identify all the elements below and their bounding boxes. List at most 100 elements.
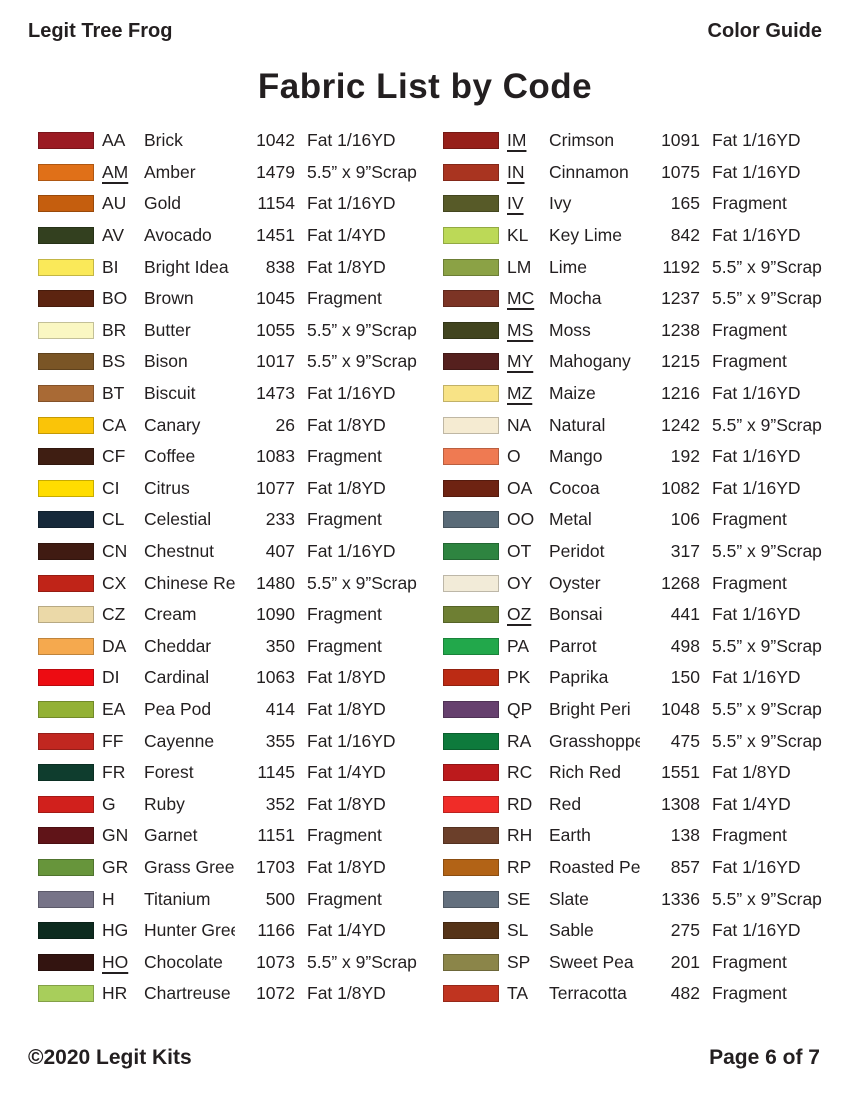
fabric-code: CZ	[102, 604, 126, 625]
fabric-number: 352	[265, 793, 295, 814]
color-swatch	[38, 890, 94, 908]
fabric-name: Garnet	[144, 825, 198, 846]
fabric-number: 1045	[256, 288, 295, 309]
fabric-code: EA	[102, 698, 126, 719]
fabric-size: Fat 1/16YD	[712, 383, 801, 404]
fabric-size: Fat 1/16YD	[307, 193, 396, 214]
fabric-name: Lime	[549, 256, 587, 277]
fabric-code: LM	[507, 256, 532, 277]
color-swatch	[38, 669, 94, 687]
color-swatch	[443, 953, 499, 971]
color-swatch	[443, 511, 499, 529]
fabric-number: 1151	[257, 825, 295, 846]
fabric-number: 407	[265, 541, 295, 562]
fabric-row: BS Bison 1017 5.5” x 9”Scrap	[38, 346, 417, 378]
fabric-size: Fat 1/16YD	[712, 130, 801, 151]
color-swatch	[443, 637, 499, 655]
fabric-code: OA	[507, 477, 533, 498]
fabric-row: CA Canary 26 Fat 1/8YD	[38, 409, 417, 441]
guide-label: Color Guide	[707, 20, 822, 42]
fabric-row: AU Gold 1154 Fat 1/16YD	[38, 188, 417, 220]
fabric-row: H Titanium 500 Fragment	[38, 883, 417, 915]
color-swatch	[38, 511, 94, 529]
fabric-size: Fat 1/8YD	[307, 256, 386, 277]
fabric-code: OO	[507, 509, 535, 530]
fabric-code: BS	[102, 351, 126, 372]
fabric-code: MC	[507, 288, 535, 309]
fabric-code: MZ	[507, 383, 533, 404]
fabric-code: G	[102, 793, 116, 814]
fabric-name: Moss	[549, 319, 591, 340]
color-swatch	[38, 385, 94, 403]
fabric-size: Fat 1/8YD	[307, 856, 386, 877]
color-swatch	[443, 985, 499, 1003]
fabric-number: 192	[670, 446, 700, 467]
fabric-code: OT	[507, 541, 532, 562]
color-swatch	[443, 385, 499, 403]
fabric-code: GN	[102, 825, 129, 846]
fabric-name: Forest	[144, 762, 194, 783]
fabric-name: Butter	[144, 319, 191, 340]
color-swatch	[38, 985, 94, 1003]
color-swatch	[38, 321, 94, 339]
fabric-size: Fat 1/4YD	[307, 920, 386, 941]
color-swatch	[443, 858, 499, 876]
fabric-row: CI Citrus 1077 Fat 1/8YD	[38, 473, 417, 505]
fabric-size: 5.5” x 9”Scrap	[712, 635, 822, 656]
fabric-number: 275	[670, 920, 700, 941]
fabric-size: Fat 1/8YD	[307, 414, 386, 435]
fabric-size: 5.5” x 9”Scrap	[307, 572, 417, 593]
fabric-row: DI Cardinal 1063 Fat 1/8YD	[38, 662, 417, 694]
fabric-code: RC	[507, 762, 533, 783]
fabric-code: H	[102, 888, 115, 909]
fabric-code: SP	[507, 951, 531, 972]
fabric-number: 1072	[256, 983, 295, 1004]
color-swatch	[38, 132, 94, 150]
fabric-number: 1090	[256, 604, 295, 625]
fabric-code: IV	[507, 193, 524, 214]
color-swatch	[443, 574, 499, 592]
color-swatch	[443, 416, 499, 434]
fabric-size: Fat 1/4YD	[307, 762, 386, 783]
color-swatch	[443, 479, 499, 497]
page-number: Page 6 of 7	[709, 1046, 820, 1069]
color-swatch	[38, 827, 94, 845]
fabric-code: TA	[507, 983, 529, 1004]
fabric-code: CX	[102, 572, 127, 593]
fabric-number: 1336	[661, 888, 700, 909]
color-swatch	[38, 732, 94, 750]
fabric-row: CN Chestnut 407 Fat 1/16YD	[38, 536, 417, 568]
fabric-row: AM Amber 1479 5.5” x 9”Scrap	[38, 157, 417, 189]
fabric-number: 1063	[256, 667, 295, 688]
color-swatch	[38, 227, 94, 245]
fabric-code: HG	[102, 920, 129, 941]
color-swatch	[443, 195, 499, 213]
fabric-name: Roasted Pecan	[549, 856, 640, 877]
fabric-size: Fragment	[307, 288, 382, 309]
fabric-number: 1017	[256, 351, 295, 372]
fabric-name: Cardinal	[144, 667, 210, 688]
fabric-code: BR	[102, 319, 127, 340]
fabric-list: AA Brick 1042 Fat 1/16YD AM Amber 1479 5…	[28, 125, 822, 1046]
color-swatch	[38, 353, 94, 371]
fabric-row: RP Roasted Pecan 857 Fat 1/16YD	[443, 852, 822, 884]
fabric-number: 1216	[661, 383, 700, 404]
fabric-number: 1166	[257, 920, 295, 941]
fabric-row: AV Avocado 1451 Fat 1/4YD	[38, 220, 417, 252]
fabric-size: Fragment	[307, 635, 382, 656]
fabric-row: EA Pea Pod 414 Fat 1/8YD	[38, 694, 417, 726]
fabric-code: DI	[102, 667, 120, 688]
fabric-name: Amber	[144, 161, 196, 182]
fabric-size: 5.5” x 9”Scrap	[307, 161, 417, 182]
fabric-row: RH Earth 138 Fragment	[443, 820, 822, 852]
fabric-code: OY	[507, 572, 533, 593]
fabric-code: OZ	[507, 604, 532, 625]
fabric-number: 201	[670, 951, 700, 972]
fabric-number: 414	[265, 698, 295, 719]
fabric-row: BT Biscuit 1473 Fat 1/16YD	[38, 378, 417, 410]
fabric-size: 5.5” x 9”Scrap	[712, 888, 822, 909]
page-footer: ©2020 Legit Kits Page 6 of 7	[28, 1046, 822, 1084]
color-swatch	[38, 290, 94, 308]
fabric-code: AA	[102, 130, 126, 151]
fabric-code: RD	[507, 793, 533, 814]
